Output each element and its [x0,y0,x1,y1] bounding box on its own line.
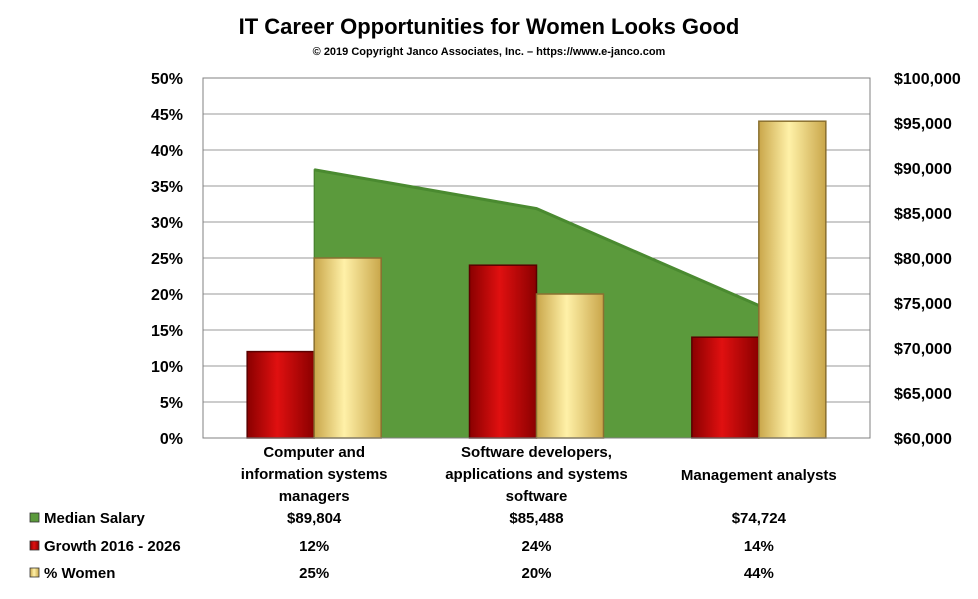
legend-swatch [29,512,40,523]
category-labels: Computer and information systems managers S… [241,444,837,505]
table-cell-value: 12% [299,538,329,555]
left-tick-label: 20% [151,287,183,304]
right-tick-label: $100,000 [894,71,961,88]
table-cell-value: 20% [521,565,551,582]
right-tick-label: $90,000 [894,161,952,178]
left-tick-label: 30% [151,215,183,232]
category-label: applications and systems [445,466,628,483]
table-cell-value: 24% [521,538,551,555]
right-tick-label: $85,000 [894,206,952,223]
table-cell-value: 44% [744,565,774,582]
legend-swatch [29,567,40,578]
legend-series-name: % Women [44,565,115,582]
median-salary-ridge [313,168,760,307]
chart-subtitle: © 2019 Copyright Janco Associates, Inc. … [313,46,666,58]
left-tick-label: 0% [160,431,183,448]
right-axis-ticks: $60,000 $65,000 $70,000 $75,000 $80,000 $85,0… [894,71,961,448]
right-tick-label: $60,000 [894,431,952,448]
legend-series-name: Growth 2016 - 2026 [44,538,181,555]
table-cell-value: $89,804 [287,510,342,527]
left-tick-label: 15% [151,323,183,340]
table-cell-value: 14% [744,538,774,555]
plot-frame [202,77,871,439]
legend-swatch [29,540,40,551]
table-cell-value: $85,488 [509,510,563,527]
left-tick-label: 25% [151,251,183,268]
left-tick-label: 40% [151,143,183,160]
left-tick-label: 45% [151,107,183,124]
women-bar [535,293,605,439]
table-cell-value: 25% [299,565,329,582]
category-label: managers [279,488,350,505]
category-label: Software developers, [461,444,612,461]
category-label: Management analysts [681,467,837,484]
table-cell-value: $74,724 [732,510,787,527]
right-tick-label: $95,000 [894,116,952,133]
left-tick-label: 50% [151,71,183,88]
left-tick-label: 35% [151,179,183,196]
category-label: Computer and [263,444,365,461]
right-tick-label: $65,000 [894,386,952,403]
left-tick-label: 10% [151,359,183,376]
data-table: Median Salary $89,804 $85,488 $74,724 Growth… [29,510,787,582]
left-axis-ticks: 0% 5% 10% 15% 20% 25% 30% 35% 40% 45% 50% [151,71,183,448]
women-bar [758,120,827,439]
category-label: information systems [241,466,388,483]
chart-title: IT Career Opportunities for Women Looks … [239,14,740,39]
right-tick-label: $70,000 [894,341,952,358]
women-bar [313,257,382,439]
growth-bar [691,336,760,439]
bar-layer [246,120,827,439]
right-tick-label: $80,000 [894,251,952,268]
left-tick-label: 5% [160,395,183,412]
category-label: software [506,488,568,505]
legend-series-name: Median Salary [44,510,146,527]
growth-bar [468,264,538,439]
right-tick-label: $75,000 [894,296,952,313]
growth-bar [246,350,315,439]
